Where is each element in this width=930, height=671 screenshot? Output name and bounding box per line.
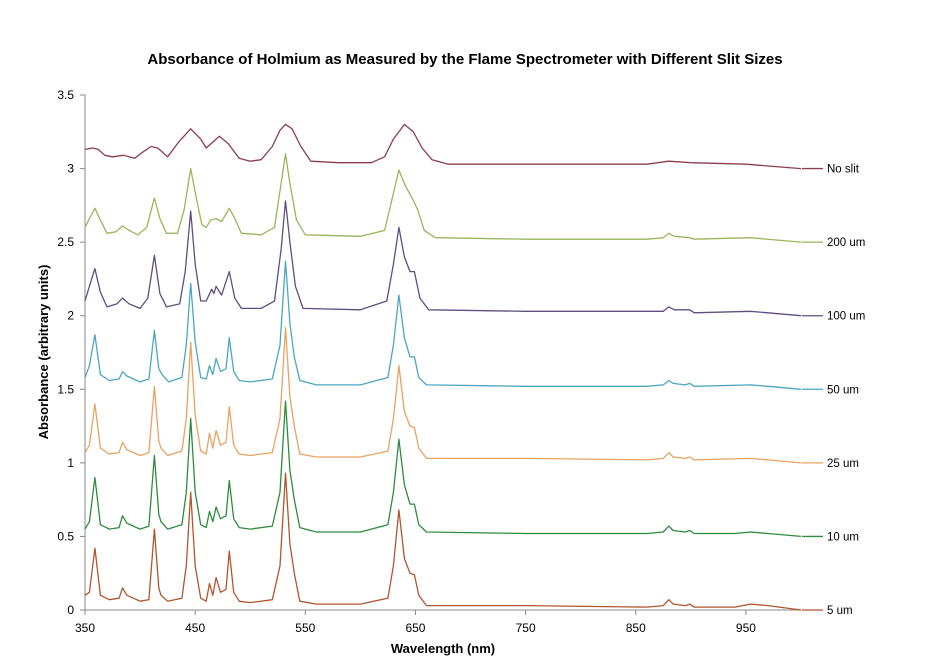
y-tick-label: 1.5 <box>57 382 74 396</box>
y-axis-title: Absorbance (arbitrary units) <box>36 265 51 440</box>
legend-label: 50 um <box>827 384 859 396</box>
chart-title: Absorbance of Holmium as Measured by the… <box>147 51 783 68</box>
y-tick-label: 0 <box>67 603 74 617</box>
x-tick-label: 850 <box>626 621 646 635</box>
legend-label: 25 um <box>827 458 859 470</box>
y-tick-label: 0.5 <box>57 529 74 543</box>
legend-label: 200 um <box>827 237 865 249</box>
x-tick-label: 650 <box>405 621 425 635</box>
series-line-10-um <box>84 400 802 538</box>
series-line-200-um <box>84 153 802 243</box>
legend-label: 10 um <box>827 531 859 543</box>
series-line-5-um <box>84 472 802 611</box>
series-line-50-um <box>84 260 802 390</box>
y-tick-label: 3 <box>67 162 74 176</box>
series-line-100-um <box>84 200 802 317</box>
x-tick-label: 750 <box>516 621 536 635</box>
x-axis-title: Wavelength (nm) <box>391 641 495 656</box>
series-line-25-um <box>84 326 802 464</box>
legend-label: 100 um <box>827 311 865 323</box>
legend-label: No slit <box>827 164 860 176</box>
x-tick-label: 450 <box>185 621 205 635</box>
y-tick-label: 1 <box>67 456 74 470</box>
x-tick-label: 950 <box>736 621 756 635</box>
series-line-no-slit <box>84 123 802 170</box>
x-tick-label: 350 <box>75 621 95 635</box>
y-tick-label: 2 <box>67 309 74 323</box>
x-tick-label: 550 <box>295 621 315 635</box>
y-tick-label: 3.5 <box>57 88 74 102</box>
y-tick-label: 2.5 <box>57 235 74 249</box>
legend-label: 5 um <box>827 605 853 617</box>
